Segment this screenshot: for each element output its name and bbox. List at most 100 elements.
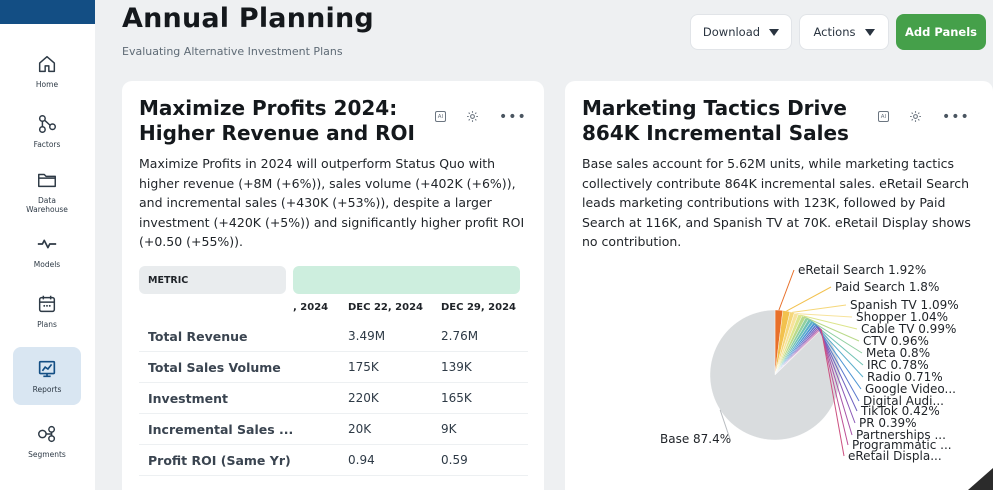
report-icon xyxy=(38,360,56,378)
pie-leader-line xyxy=(719,409,731,440)
pie-leader-line xyxy=(796,313,853,318)
pie-label: eRetail Displa... xyxy=(848,449,942,463)
metric-value: 0.59 xyxy=(441,453,468,467)
pie-leader-line xyxy=(800,314,858,330)
pie-label: TikTok 0.42% xyxy=(860,404,940,418)
pie-label: Programmatic ... xyxy=(852,438,952,452)
pie-label: Partnerships ... xyxy=(856,428,946,442)
sidebar-item-data-warehouse[interactable]: Data Warehouse xyxy=(13,162,81,220)
period-header-band xyxy=(293,266,520,294)
metric-value: 0.94 xyxy=(348,453,375,467)
metric-value: 165K xyxy=(441,391,472,405)
sidebar: Home Factors Data Warehouse Models Plans… xyxy=(0,0,95,490)
pie-label: Shopper 1.04% xyxy=(856,310,948,324)
pie-leader-line xyxy=(819,327,853,436)
chevron-down-icon xyxy=(864,28,875,36)
actions-button[interactable]: Actions xyxy=(799,14,889,50)
table-row: Total Revenue 3.49M 2.76M xyxy=(139,321,528,352)
actions-label: Actions xyxy=(813,25,856,39)
pie-leader-line xyxy=(803,316,860,342)
download-button[interactable]: Download xyxy=(690,14,792,50)
pie-label: eRetail Search 1.92% xyxy=(798,263,926,277)
metric-value: 139K xyxy=(441,360,472,374)
pie-label: PR 0.39% xyxy=(859,416,917,430)
calendar-icon xyxy=(38,295,56,313)
contribution-pie-chart: eRetail Search 1.92% Paid Search 1.8% Span… xyxy=(660,263,959,463)
card-title: Maximize Profits 2024: Higher Revenue an… xyxy=(139,96,415,145)
home-icon xyxy=(38,55,56,73)
metric-column-header: METRIC xyxy=(139,266,286,294)
metric-name: Total Revenue xyxy=(148,329,248,344)
metric-name: Investment xyxy=(148,391,228,406)
ai-icon[interactable]: AI xyxy=(435,111,446,122)
pie-leader-line xyxy=(820,329,845,457)
sidebar-item-reports[interactable]: Reports xyxy=(13,347,81,405)
page-subtitle: Evaluating Alternative Investment Plans xyxy=(122,45,343,58)
pie-leader-line xyxy=(778,269,795,311)
sidebar-item-segments[interactable]: Segments xyxy=(13,412,81,470)
sidebar-item-label: Data Warehouse xyxy=(26,195,68,214)
table-row: Incremental Sales ... 20K 9K xyxy=(139,414,528,445)
gear-icon[interactable] xyxy=(909,110,922,123)
factors-icon xyxy=(38,115,56,133)
card-title: Marketing Tactics Drive 864K Incremental… xyxy=(582,96,849,145)
pie-slice-base[interactable] xyxy=(709,309,841,441)
sidebar-item-label: Segments xyxy=(28,450,66,459)
ai-icon[interactable]: AI xyxy=(878,111,889,122)
sidebar-item-models[interactable]: Models xyxy=(13,222,81,280)
sidebar-brand-bar xyxy=(0,0,95,24)
metric-value: 175K xyxy=(348,360,379,374)
sidebar-item-label: Reports xyxy=(32,385,62,394)
pie-leader-line xyxy=(786,286,832,312)
pie-label: Google Video... xyxy=(865,382,956,396)
card-summary: Base sales account for 5.62M units, whil… xyxy=(582,156,971,249)
metric-value: 2.76M xyxy=(441,329,479,343)
metric-name: Profit ROI (Same Yr) xyxy=(148,453,291,468)
pie-leader-line xyxy=(792,304,847,313)
sidebar-item-label: Models xyxy=(33,260,61,269)
metric-value: 20K xyxy=(348,422,372,436)
sidebar-item-home[interactable]: Home xyxy=(13,42,81,100)
chevron-down-icon xyxy=(769,28,780,36)
table-row: Total Sales Volume 175K 139K xyxy=(139,352,528,383)
metric-name: Incremental Sales ... xyxy=(148,422,294,437)
pie-leader-line xyxy=(806,318,863,354)
column-header: DEC 29, 2024 xyxy=(441,302,516,313)
segments-icon xyxy=(38,425,56,443)
sidebar-item-label: Plans xyxy=(37,320,57,329)
sidebar-item-label: Home xyxy=(35,80,59,89)
folder-icon xyxy=(38,173,56,187)
more-options-icon[interactable]: ••• xyxy=(942,108,970,125)
sidebar-item-plans[interactable]: Plans xyxy=(13,282,81,340)
metric-name: Total Sales Volume xyxy=(148,360,281,375)
pie-label: CTV 0.96% xyxy=(863,334,929,348)
column-header: , 2024 xyxy=(293,302,329,313)
pie-label: Meta 0.8% xyxy=(866,346,930,360)
pulse-icon xyxy=(37,239,57,249)
metric-value: 220K xyxy=(348,391,379,405)
metric-value: 3.49M xyxy=(348,329,386,343)
marketing-card: Marketing Tactics Drive 864K Incremental… xyxy=(565,81,993,490)
more-options-icon[interactable]: ••• xyxy=(499,108,527,125)
page-title: Annual Planning xyxy=(122,3,374,34)
sidebar-item-factors[interactable]: Factors xyxy=(13,102,81,160)
pie-label: IRC 0.78% xyxy=(867,358,929,372)
gear-icon[interactable] xyxy=(466,110,479,123)
card-summary: Maximize Profits in 2024 will outperform… xyxy=(139,156,525,249)
card-toolbar: AI ••• xyxy=(878,108,970,125)
pie-leader-line xyxy=(820,328,849,446)
pie-label: Radio 0.71% xyxy=(867,370,943,384)
pie-label: Paid Search 1.8% xyxy=(835,280,939,294)
column-header: DEC 22, 2024 xyxy=(348,302,423,313)
card-toolbar: AI ••• xyxy=(435,108,527,125)
pie-label: Spanish TV 1.09% xyxy=(850,298,959,312)
profits-card: Maximize Profits 2024: Higher Revenue an… xyxy=(122,81,544,490)
table-row: Investment 220K 165K xyxy=(139,383,528,414)
metric-value: 9K xyxy=(441,422,457,436)
add-panels-button[interactable]: Add Panels xyxy=(896,14,986,50)
pie-label: Cable TV 0.99% xyxy=(861,322,956,336)
table-row: Profit ROI (Same Yr) 0.94 0.59 xyxy=(139,445,528,476)
pie-label: Digital Audi... xyxy=(863,394,944,408)
pie-label-base: Base 87.4% xyxy=(660,432,731,446)
resize-corner-icon xyxy=(968,468,993,490)
